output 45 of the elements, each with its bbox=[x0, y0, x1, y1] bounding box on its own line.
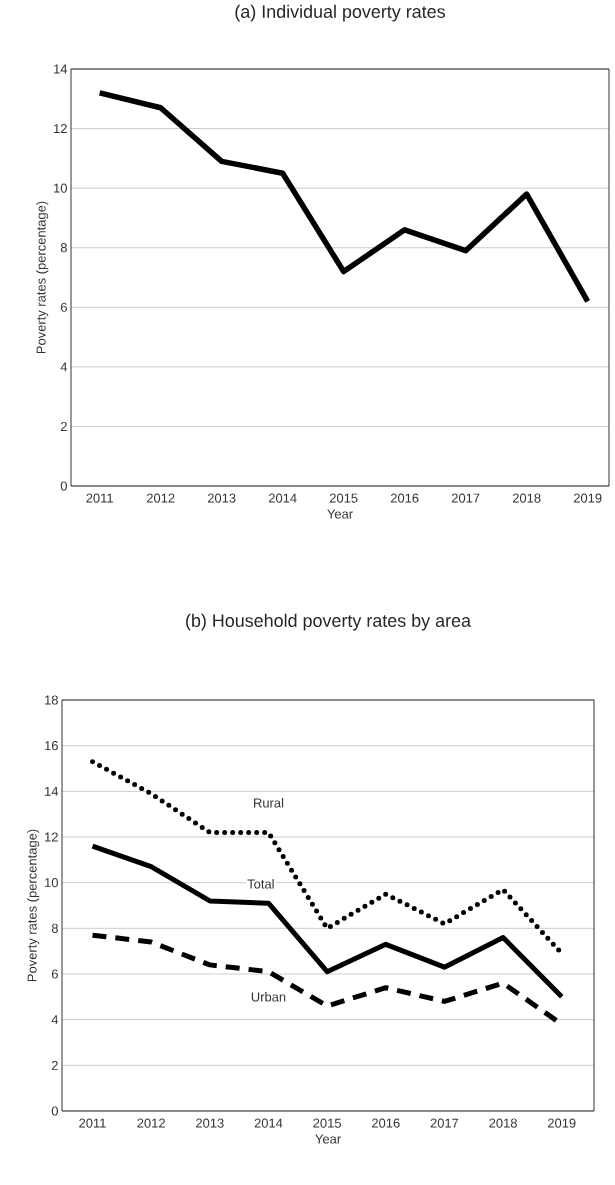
x-tick-label: 2013 bbox=[207, 493, 236, 503]
x-tick-label: 2018 bbox=[489, 1118, 517, 1128]
chart-title: (b) Household poverty rates by area bbox=[186, 613, 471, 631]
x-tick-label: 2018 bbox=[512, 493, 541, 503]
y-tick-label: 8 bbox=[60, 243, 67, 253]
y-tick-label: 6 bbox=[51, 969, 58, 979]
y-tick-label: 12 bbox=[54, 124, 67, 134]
y-tick-label: 14 bbox=[45, 786, 59, 796]
x-tick-label: 2017 bbox=[430, 1118, 459, 1128]
x-tick-label: 2011 bbox=[86, 493, 113, 503]
y-axis-title: Poverty rates (percentage) bbox=[36, 201, 49, 354]
x-axis-title: Year bbox=[315, 1134, 341, 1144]
y-tick-label: 10 bbox=[54, 183, 67, 193]
series-label: Urban bbox=[251, 992, 286, 1002]
x-tick-label: 2015 bbox=[313, 1118, 341, 1128]
y-tick-label: 14 bbox=[54, 64, 68, 74]
y-tick-label: 4 bbox=[60, 362, 68, 372]
y-tick-label: 18 bbox=[45, 695, 58, 705]
y-tick-label: 2 bbox=[51, 1060, 58, 1070]
y-tick-label: 10 bbox=[45, 878, 58, 888]
x-tick-label: 2017 bbox=[451, 493, 480, 503]
x-tick-label: 2013 bbox=[196, 1118, 224, 1128]
y-axis-title: Poverty rates (percentage) bbox=[27, 829, 40, 982]
x-tick-label: 2016 bbox=[390, 493, 419, 503]
x-tick-label: 2012 bbox=[146, 493, 175, 503]
y-tick-label: 16 bbox=[45, 741, 58, 751]
y-tick-label: 8 bbox=[51, 923, 58, 933]
series-label: Rural bbox=[254, 797, 284, 808]
y-tick-label: 6 bbox=[60, 302, 67, 312]
y-tick-label: 0 bbox=[51, 1106, 58, 1116]
x-tick-label: 2014 bbox=[254, 1118, 283, 1128]
y-tick-label: 4 bbox=[51, 1015, 59, 1025]
y-tick-label: 0 bbox=[60, 481, 67, 491]
x-tick-label: 2014 bbox=[268, 493, 297, 503]
y-tick-label: 12 bbox=[45, 832, 58, 842]
x-tick-label: 2019 bbox=[573, 493, 602, 503]
x-tick-label: 2019 bbox=[547, 1118, 576, 1128]
series-label: Total bbox=[247, 879, 274, 889]
x-tick-label: 2012 bbox=[137, 1118, 165, 1128]
x-tick-label: 2016 bbox=[372, 1118, 400, 1128]
chart-title: (a) Individual poverty rates bbox=[235, 4, 445, 22]
x-axis-title: Year bbox=[327, 509, 353, 519]
x-tick-label: 2011 bbox=[79, 1118, 106, 1128]
x-tick-label: 2015 bbox=[329, 493, 358, 503]
y-tick-label: 2 bbox=[60, 421, 67, 431]
